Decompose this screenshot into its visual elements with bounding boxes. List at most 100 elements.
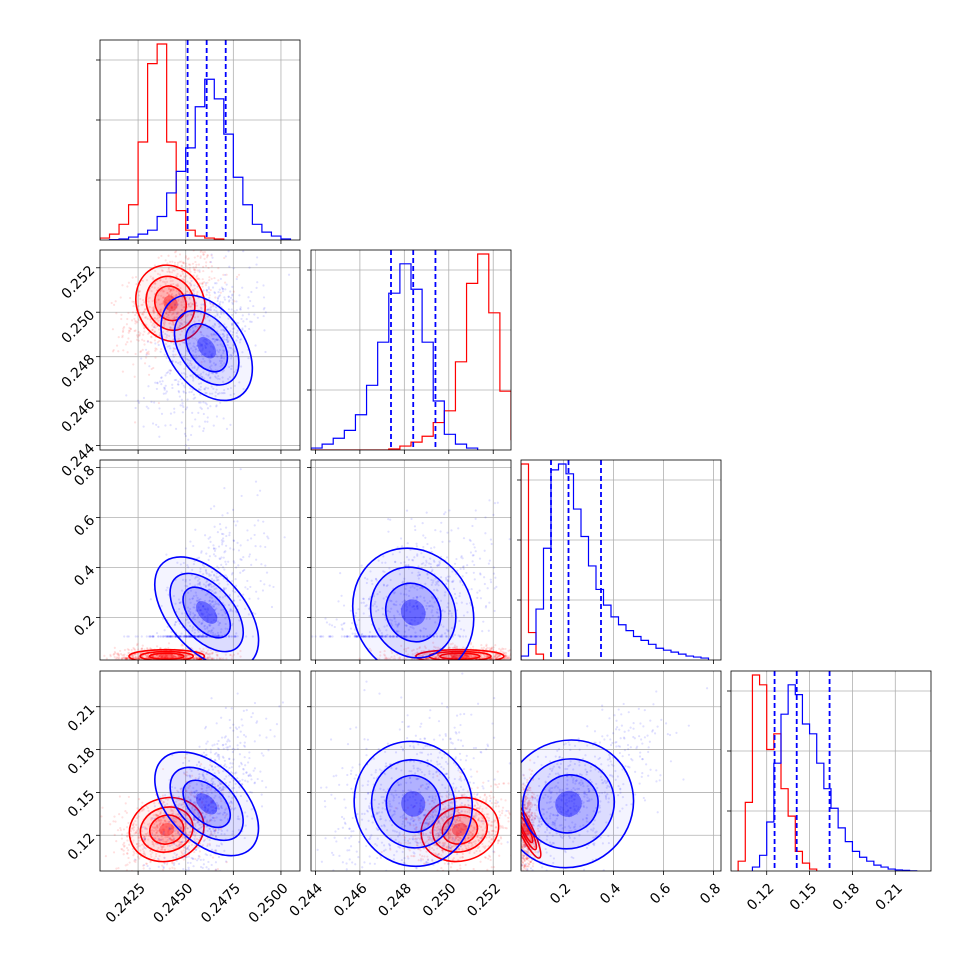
- contour-level-2: [384, 582, 442, 643]
- contour-level-3: [197, 336, 217, 359]
- panel-3-2: 0.2 0.4 0.6 0.8: [517, 670, 724, 907]
- contour-level-3: [555, 790, 582, 817]
- x-tick-label: 0.18: [830, 880, 863, 913]
- contour-level-3: [196, 601, 218, 624]
- contour-level-0: [128, 796, 205, 863]
- ticks: [307, 467, 494, 664]
- contour-level-3: [159, 823, 175, 837]
- panel-content: [311, 250, 511, 450]
- x-tick-label: 0.2: [547, 880, 574, 907]
- y-tick-label: 0.252: [59, 263, 99, 303]
- contour-level-3: [196, 793, 218, 815]
- scatter-series-0: [110, 250, 241, 424]
- contour-level-1: [173, 309, 240, 386]
- y-tick-label: 0.248: [59, 352, 99, 392]
- panel-content: [316, 672, 511, 871]
- panel-3-0: 0.2425 0.2450 0.2475 0.2500 0.12 0.15 0.18 0.21: [65, 670, 301, 926]
- grid: [521, 671, 721, 871]
- ticks: [96, 467, 282, 664]
- x-tick-label: 0.4: [597, 880, 624, 907]
- scatter-series-1: [123, 468, 286, 638]
- contour-level-0: [521, 739, 635, 869]
- histogram-series-1: [108, 78, 292, 240]
- x-tick-label: 0.15: [787, 880, 820, 913]
- panel-frame: [310, 459, 512, 661]
- x-tick-label: 0.8: [697, 880, 724, 907]
- panel-frame: [520, 459, 722, 661]
- panel-content: [100, 40, 292, 240]
- panel-2-1: [307, 459, 512, 664]
- contour-level-1: [521, 808, 538, 851]
- grid: [731, 671, 931, 871]
- contour-level-0: [154, 751, 260, 857]
- ticks: [96, 59, 282, 244]
- contour-level-0: [521, 800, 542, 859]
- contour-level-2: [538, 774, 599, 834]
- histogram-series-1: [751, 684, 918, 871]
- x-tick-label: 0.244: [287, 880, 327, 920]
- panel-3-1: 0.244 0.246 0.248 0.250 0.252: [287, 670, 512, 920]
- contour-level-0: [160, 294, 254, 402]
- panel-2-0: 0.20.40.60.8: [71, 459, 301, 664]
- x-tick-label: 0.252: [464, 880, 504, 920]
- grid: [100, 250, 300, 450]
- panel-3-3: 0.12 0.15 0.18 0.21: [727, 670, 932, 914]
- contour-level-0: [351, 547, 475, 660]
- ticks: [517, 479, 714, 664]
- contour-level-2: [385, 774, 441, 834]
- x-tick-label: 0.2425: [103, 880, 149, 926]
- contour-level-1: [169, 572, 245, 653]
- x-tick-label: 0.21: [873, 880, 906, 913]
- panel-frame: [99, 249, 301, 451]
- x-tick-label: 0.250: [420, 880, 460, 920]
- y-tick-label: 0.250: [59, 307, 99, 347]
- contour-level-0: [353, 740, 474, 868]
- contour-level-3: [451, 823, 468, 837]
- grid: [100, 40, 300, 240]
- y-tick-label: 0.4: [71, 562, 98, 589]
- contour-level-3: [400, 599, 426, 626]
- x-tick-label: 0.2475: [198, 880, 244, 926]
- contour-level-2: [148, 814, 185, 845]
- histogram-series-0: [521, 463, 545, 660]
- panel-frame: [99, 39, 301, 241]
- y-tick-label: 0.12: [65, 830, 98, 863]
- x-tick-label: 0.248: [375, 880, 415, 920]
- y-tick-label: 0.246: [59, 396, 99, 436]
- scatter-series-1: [521, 687, 709, 871]
- ticks: [96, 267, 282, 454]
- contour-level-1: [521, 758, 616, 850]
- y-tick-label: 0.18: [65, 745, 98, 778]
- contour-level-2: [182, 779, 232, 829]
- histogram-series-0: [100, 43, 225, 240]
- panel-1-1: [307, 249, 512, 454]
- histogram-series-1: [521, 463, 710, 660]
- contour-level-2: [148, 652, 185, 660]
- contour-level-0: [153, 556, 260, 660]
- panel-frame: [99, 670, 301, 872]
- panel-frame: [310, 249, 512, 451]
- contour-level-2: [182, 586, 232, 639]
- x-tick-label: 0.2450: [151, 880, 197, 926]
- contour-level-2: [185, 323, 229, 373]
- panel-content: [110, 250, 291, 450]
- ticks: [517, 706, 714, 875]
- x-tick-label: 0.6: [647, 880, 674, 907]
- contour-level-0: [420, 796, 500, 863]
- grid: [311, 671, 511, 871]
- panel-content: [103, 468, 286, 660]
- panel-frame: [520, 670, 722, 872]
- histogram-series-0: [311, 253, 511, 450]
- contour-level-3: [158, 653, 175, 660]
- contour-level-3: [450, 653, 469, 660]
- panel-content: [521, 687, 709, 871]
- panel-content: [100, 671, 285, 871]
- panel-content: [521, 460, 710, 660]
- panel-0-0: [96, 39, 301, 244]
- panel-frame: [99, 459, 301, 661]
- panel-content: [737, 671, 918, 871]
- y-tick-label: 0.15: [65, 787, 98, 820]
- contour-level-3: [401, 791, 426, 817]
